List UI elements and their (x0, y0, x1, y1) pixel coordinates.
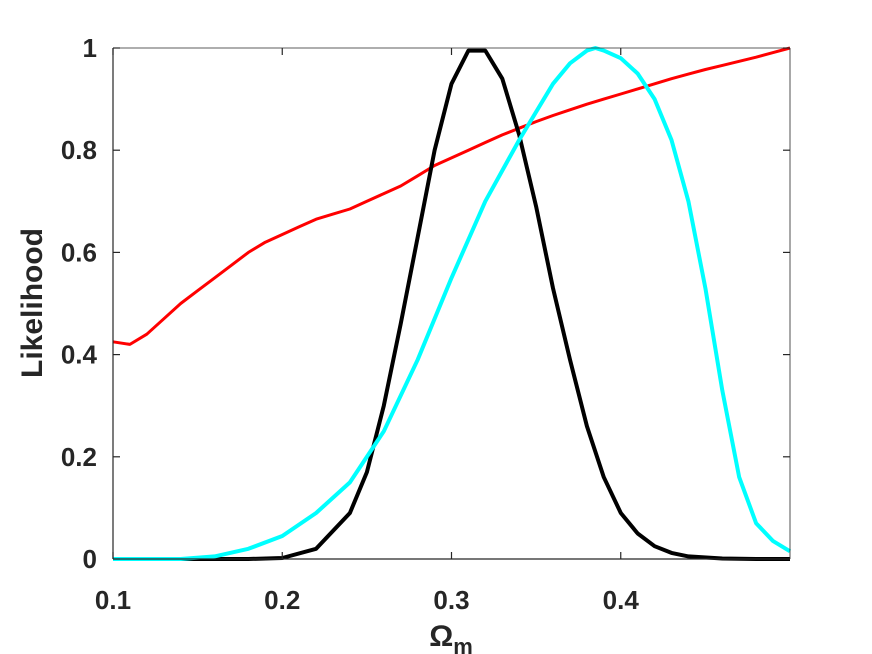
y-tick-label: 0.6 (61, 237, 97, 267)
series-layer (112, 46, 792, 561)
plot-area (113, 48, 790, 559)
series-line-2 (113, 48, 790, 561)
x-tick-label: 0.3 (433, 585, 469, 615)
x-tick-label: 0.2 (264, 585, 300, 615)
y-tick-label: 0.4 (61, 340, 98, 370)
series-line-3 (113, 46, 792, 561)
x-axis-label: Ωm (429, 620, 473, 654)
ticks-layer: 0.1 0.2 0.3 0.4 0 0.2 0.4 0.6 0.8 1 (61, 33, 790, 615)
y-tick-label: 0.8 (61, 135, 97, 165)
x-tick-label: 0.1 (95, 585, 131, 615)
y-tick-label: 0 (83, 544, 97, 574)
x-tick-label: 0.4 (603, 585, 640, 615)
y-axis-label: Likelihood (16, 228, 49, 378)
y-tick-label: 0.2 (61, 442, 97, 472)
y-tick-label: 1 (83, 33, 97, 63)
series-line-1 (112, 46, 791, 346)
